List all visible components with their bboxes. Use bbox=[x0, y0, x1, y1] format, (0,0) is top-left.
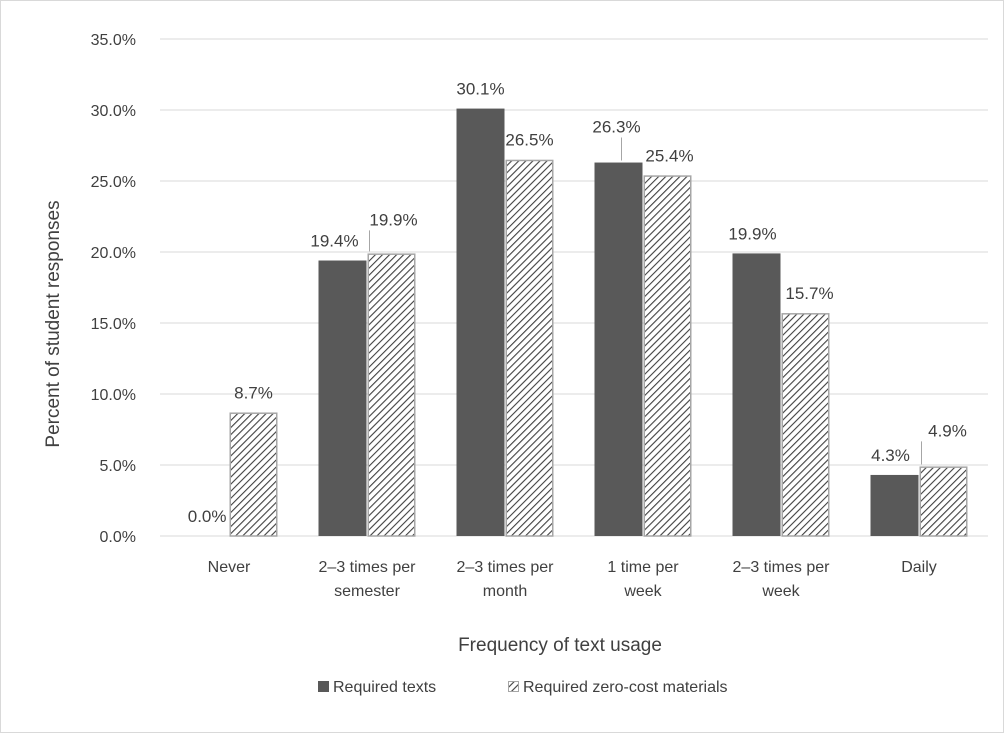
data-label: 26.3% bbox=[592, 118, 640, 137]
data-label: 19.4% bbox=[310, 232, 358, 251]
x-category-label: Never bbox=[208, 559, 251, 576]
x-category-label: 2–3 times per bbox=[319, 559, 417, 576]
data-label: 26.5% bbox=[505, 131, 553, 150]
data-label: 0.0% bbox=[188, 507, 227, 526]
x-category-label: week bbox=[623, 583, 662, 600]
x-category-label: Daily bbox=[901, 559, 937, 576]
x-axis-title: Frequency of text usage bbox=[458, 635, 662, 656]
y-tick-label: 15.0% bbox=[91, 316, 136, 333]
x-category-label: semester bbox=[334, 583, 400, 600]
data-label: 25.4% bbox=[645, 146, 693, 165]
x-category-label: week bbox=[761, 583, 800, 600]
bar-zero-cost-materials bbox=[367, 253, 416, 537]
bar-zero-cost-materials bbox=[643, 175, 692, 537]
x-category-label: 1 time per bbox=[607, 559, 679, 576]
y-tick-label: 35.0% bbox=[91, 32, 136, 49]
bar-required-texts bbox=[318, 260, 367, 536]
gridlines bbox=[160, 38, 988, 537]
bar-zero-cost-materials bbox=[919, 466, 968, 537]
data-label: 15.7% bbox=[785, 284, 833, 303]
bar-required-texts bbox=[870, 474, 919, 536]
bar-zero-cost-materials bbox=[781, 313, 830, 537]
data-label: 8.7% bbox=[234, 383, 273, 402]
y-tick-label: 20.0% bbox=[91, 245, 136, 262]
y-tick-label: 25.0% bbox=[91, 174, 136, 191]
bar-zero-cost-materials bbox=[505, 159, 554, 537]
data-labels: 0.0% 8.7% 19.4% 19.9% 30.1% 26.5% 26.3% 25.4% 19… bbox=[188, 80, 967, 526]
x-axis-category-labels: Never 2–3 times per semester 2–3 times per m… bbox=[208, 559, 937, 600]
bar-required-texts bbox=[456, 108, 505, 536]
data-label: 30.1% bbox=[456, 80, 504, 99]
y-tick-label: 0.0% bbox=[100, 529, 136, 546]
data-label: 4.9% bbox=[928, 421, 967, 440]
y-axis-title: Percent of student responses bbox=[43, 200, 64, 447]
legend-swatch-zero-cost-materials bbox=[508, 681, 519, 692]
x-category-label: 2–3 times per bbox=[733, 559, 831, 576]
data-label: 19.9% bbox=[369, 210, 417, 229]
data-label: 4.3% bbox=[871, 446, 910, 465]
x-category-label: month bbox=[483, 583, 527, 600]
legend-label: Required zero-cost materials bbox=[523, 679, 728, 696]
y-axis-tick-labels: 0.0% 5.0% 10.0% 15.0% 20.0% 25.0% 30.0% 35.0% bbox=[91, 32, 136, 546]
x-category-label: 2–3 times per bbox=[457, 559, 555, 576]
y-tick-label: 5.0% bbox=[100, 458, 136, 475]
bar-required-texts bbox=[732, 253, 781, 537]
bars bbox=[229, 108, 968, 537]
y-tick-label: 10.0% bbox=[91, 387, 136, 404]
legend-label: Required texts bbox=[333, 679, 436, 696]
y-tick-label: 30.0% bbox=[91, 103, 136, 120]
data-label: 19.9% bbox=[728, 224, 776, 243]
bar-required-texts bbox=[594, 162, 643, 537]
legend-swatch-required-texts bbox=[318, 681, 329, 692]
bar-zero-cost-materials bbox=[229, 412, 278, 537]
legend: Required texts Required zero-cost materia… bbox=[318, 679, 728, 696]
